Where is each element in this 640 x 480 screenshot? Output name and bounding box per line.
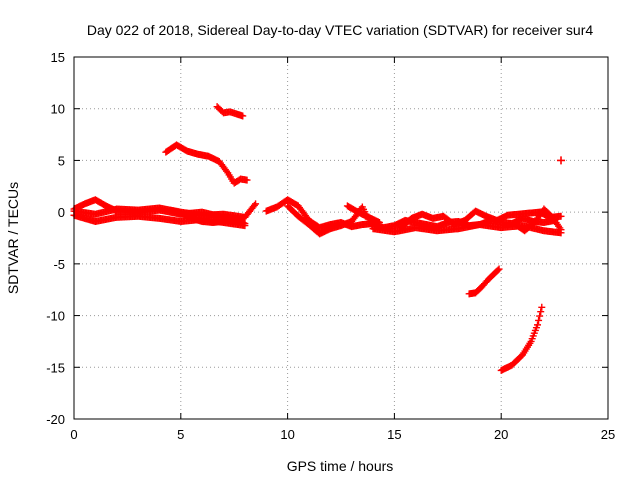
data-point <box>557 212 565 220</box>
y-tick-label: -20 <box>46 412 65 427</box>
data-point <box>243 176 251 184</box>
data-point <box>239 112 247 120</box>
data-point <box>536 312 544 320</box>
data-point <box>557 226 565 234</box>
data-point <box>538 303 546 311</box>
data-point <box>241 220 249 228</box>
plot-frame <box>73 56 609 420</box>
x-tick-label: 15 <box>387 427 401 442</box>
x-axis-label: GPS time / hours <box>287 458 394 474</box>
data-point <box>534 321 542 329</box>
data-point <box>557 156 566 165</box>
data-point <box>537 308 545 316</box>
y-tick-label: 10 <box>51 102 65 117</box>
y-axis-label: SDTVAR / TECUs <box>5 182 21 294</box>
data-point <box>252 200 260 208</box>
y-tick-label: -10 <box>46 309 65 324</box>
y-tick-label: -5 <box>53 257 65 272</box>
data-point <box>495 265 503 273</box>
x-tick-label: 5 <box>177 427 184 442</box>
data-point <box>535 316 543 324</box>
gridlines <box>74 57 608 419</box>
data-point <box>250 201 258 209</box>
data-series-sdtvar <box>70 103 566 374</box>
data-point <box>223 167 231 175</box>
data-point <box>375 218 383 226</box>
chart-title: Day 022 of 2018, Sidereal Day-to-day VTE… <box>87 22 593 38</box>
x-tick-label: 20 <box>494 427 508 442</box>
x-tick-label: 0 <box>70 427 77 442</box>
y-tick-label: 15 <box>51 50 65 65</box>
y-tick-label: 0 <box>58 205 65 220</box>
x-tick-label: 25 <box>601 427 615 442</box>
data-point <box>241 213 249 221</box>
x-tick-label: 10 <box>280 427 294 442</box>
y-tick-label: -15 <box>46 360 65 375</box>
data-point <box>494 266 502 274</box>
y-tick-label: 5 <box>58 153 65 168</box>
